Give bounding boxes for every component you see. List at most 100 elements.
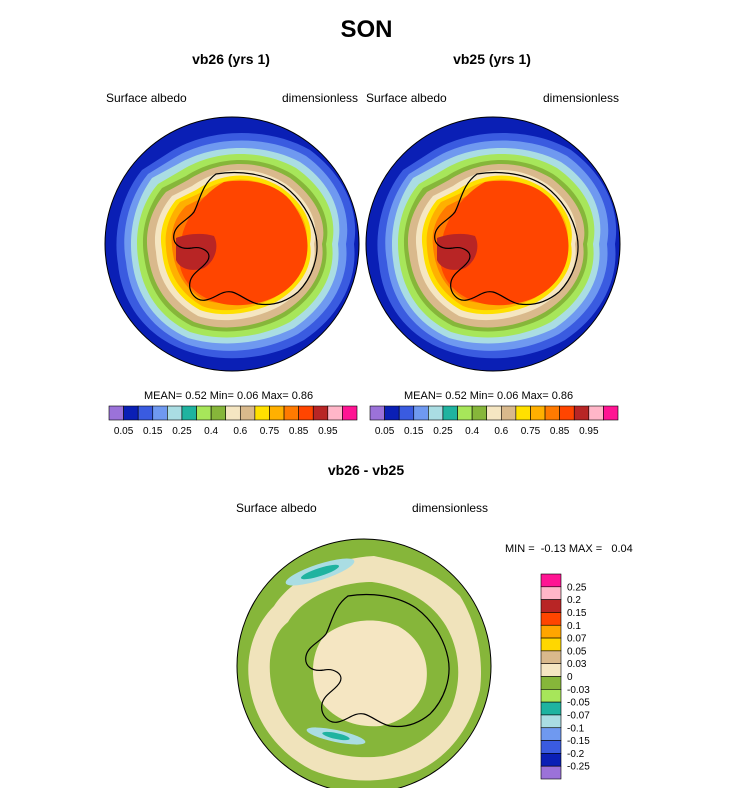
colorbar-swatch xyxy=(181,405,197,421)
panel2-variable-label: Surface albedo xyxy=(366,91,447,105)
mean-label: MEAN= xyxy=(144,390,183,402)
colorbar-swatch xyxy=(398,405,415,421)
colorbar-tick-label: -0.07 xyxy=(567,710,590,721)
colorbar-swatch xyxy=(540,714,562,729)
colorbar-tick-label: 0.2 xyxy=(567,595,581,606)
colorbar-swatch xyxy=(152,405,168,421)
colorbar-swatch xyxy=(559,405,575,421)
panel2-subtitle: vb25 (yrs 1) xyxy=(453,51,531,67)
colorbar-swatch xyxy=(428,405,444,421)
colorbar-tick-label: 0.4 xyxy=(204,426,218,437)
colorbar-swatch xyxy=(298,405,314,421)
colorbar-swatch xyxy=(540,663,562,677)
map-diff-border xyxy=(236,538,492,788)
map-vb26 xyxy=(105,117,359,371)
diff-units-label: dimensionless xyxy=(412,501,489,515)
colorbar-swatch xyxy=(588,405,604,421)
colorbar-swatch xyxy=(530,405,546,421)
colorbar-diff: 0.250.20.150.10.070.050.030-0.03-0.05-0.… xyxy=(540,573,590,780)
colorbar-swatch xyxy=(137,405,154,421)
colorbar-tick-label: 0.85 xyxy=(289,426,309,437)
colorbar-swatch xyxy=(540,753,562,767)
colorbar-swatch xyxy=(312,405,329,421)
colorbar-tick-label: 0.03 xyxy=(567,659,587,670)
colorbar-tick-label: 0.95 xyxy=(579,426,599,437)
colorbar-swatch xyxy=(369,405,385,421)
colorbar-swatch xyxy=(573,405,590,421)
colorbar-swatch xyxy=(540,624,562,639)
colorbar-swatch xyxy=(544,405,560,421)
colorbar-tick-label: 0.07 xyxy=(567,634,587,645)
colorbar-swatch xyxy=(108,405,124,421)
colorbar-swatch xyxy=(342,405,358,421)
max-label: Max= xyxy=(261,390,289,402)
colorbar-swatch xyxy=(540,612,562,626)
colorbar-tick-label: 0.05 xyxy=(375,426,395,437)
colorbar-swatch xyxy=(540,676,562,690)
colorbar-tick-label: 0.05 xyxy=(114,426,134,437)
colorbar-tick-label: 0.75 xyxy=(521,426,541,437)
mean-value: 0.52 xyxy=(445,390,467,402)
colorbar-swatch xyxy=(540,599,562,613)
colorbar-swatch xyxy=(540,701,562,716)
colorbar-swatch xyxy=(225,405,241,421)
colorbar-swatch xyxy=(540,765,562,780)
colorbar-swatch xyxy=(540,573,562,588)
colorbar-tick-label: 0.25 xyxy=(567,582,587,593)
colorbar-tick-label: 0.25 xyxy=(433,426,453,437)
colorbar-swatch xyxy=(603,405,619,421)
colorbar-swatch xyxy=(123,405,139,421)
mean-value: 0.52 xyxy=(185,390,207,402)
mean-label: MEAN= xyxy=(404,390,443,402)
colorbar-swatch xyxy=(283,405,299,421)
map-vb25 xyxy=(366,117,620,371)
max-label: Max= xyxy=(521,390,549,402)
colorbar-swatch xyxy=(540,689,562,703)
colorbar-swatch xyxy=(540,637,562,652)
page-title: SON xyxy=(340,16,393,43)
colorbar-swatch xyxy=(327,405,343,421)
colorbar-swatch xyxy=(413,405,429,421)
colorbar-tick-label: -0.1 xyxy=(567,723,585,734)
max-value: 0.86 xyxy=(291,390,314,402)
min-value: 0.06 xyxy=(236,390,259,402)
colorbar-tick-label: -0.15 xyxy=(567,736,590,747)
colorbar-swatch xyxy=(471,405,488,421)
colorbar-tick-label: 0.95 xyxy=(318,426,338,437)
panel2-stats: MEAN= 0.52 Min= 0.06 Max= 0.86 xyxy=(404,390,573,402)
colorbar-tick-label: 0.1 xyxy=(567,621,581,632)
colorbar-swatch xyxy=(210,405,227,421)
colorbar-swatch xyxy=(540,727,562,741)
colorbar-tick-label: 0.6 xyxy=(494,426,508,437)
panel1-subtitle: vb26 (yrs 1) xyxy=(192,51,270,67)
min-label: Min= xyxy=(469,390,494,402)
colorbar-tick-label: 0.25 xyxy=(172,426,192,437)
map-diff xyxy=(237,539,491,788)
colorbar-tick-label: 0.4 xyxy=(465,426,479,437)
max-value: 0.86 xyxy=(551,390,574,402)
panel2-units-label: dimensionless xyxy=(543,91,620,105)
colorbar-swatch xyxy=(167,405,183,421)
colorbar-tick-label: -0.03 xyxy=(567,685,590,696)
colorbar-swatch xyxy=(269,405,285,421)
min-label: Min= xyxy=(209,390,234,402)
colorbar-swatch xyxy=(384,405,400,421)
colorbar-swatch xyxy=(515,405,531,421)
colorbar-tick-label: 0.15 xyxy=(404,426,424,437)
colorbar-swatch xyxy=(254,405,270,421)
colorbar-swatch xyxy=(239,405,256,421)
colorbar-swatch xyxy=(540,650,562,664)
colorbar-tick-label: -0.25 xyxy=(567,762,590,773)
colorbar-swatch xyxy=(540,586,562,600)
colorbar-vb26: 0.05 0.15 0.25 0.4 0.6 0.75 0.85 0.95 xyxy=(108,405,358,437)
colorbar-tick-label: 0.15 xyxy=(567,608,587,619)
colorbar-swatch xyxy=(442,405,458,421)
diff-variable-label: Surface albedo xyxy=(236,501,317,515)
colorbar-tick-label: 0.6 xyxy=(233,426,247,437)
panel1-stats: MEAN= 0.52 Min= 0.06 Max= 0.86 xyxy=(144,390,313,402)
colorbar-swatch xyxy=(540,740,562,754)
colorbar-tick-label: 0.75 xyxy=(260,426,280,437)
colorbar-tick-label: -0.2 xyxy=(567,749,585,760)
colorbar-swatch xyxy=(196,405,212,421)
